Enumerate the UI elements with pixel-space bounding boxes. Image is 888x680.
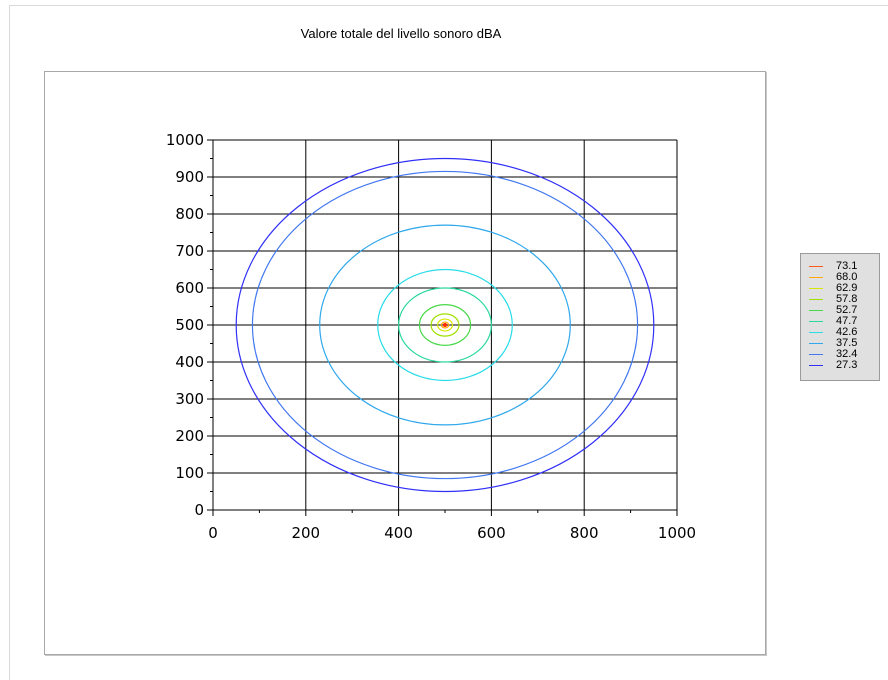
legend-item: 52.7 [801, 304, 879, 316]
contour-47.7 [398, 287, 493, 363]
x-tick-label: 600 [477, 524, 506, 542]
legend-swatch [809, 277, 823, 278]
legend-swatch [809, 288, 823, 289]
legend-item: 68.0 [801, 271, 879, 283]
legend-label: 37.5 [836, 337, 858, 349]
y-tick-label: 100 [175, 464, 204, 482]
x-tick-label: 800 [570, 524, 599, 542]
legend-item: 37.5 [801, 337, 879, 349]
plot-panel [44, 71, 766, 655]
legend-swatch [809, 343, 823, 344]
legend-item: 73.1 [801, 260, 879, 272]
x-tick-label: 1000 [658, 524, 696, 542]
contour-37.5 [319, 224, 571, 426]
contour-62.9 [436, 318, 454, 332]
y-tick-label: 900 [175, 168, 204, 186]
contour-68.0 [440, 321, 450, 329]
legend-label: 47.7 [836, 315, 858, 327]
source-point [443, 323, 447, 327]
contour-52.7 [418, 304, 472, 346]
y-tick-label: 700 [175, 242, 204, 260]
legend-swatch [809, 354, 823, 355]
legend-label: 68.0 [836, 271, 858, 283]
y-tick-label: 200 [175, 427, 204, 445]
contour-42.6 [377, 268, 513, 382]
y-tick-label: 400 [175, 353, 204, 371]
legend-label: 52.7 [836, 304, 858, 316]
legend-swatch [809, 332, 823, 333]
contour-57.8 [430, 313, 460, 337]
legend-label: 32.4 [836, 348, 858, 360]
y-tick-label: 600 [175, 279, 204, 297]
x-tick-label: 400 [384, 524, 413, 542]
y-tick-label: 500 [175, 316, 204, 334]
contour-32.4 [251, 170, 639, 480]
legend-label: 27.3 [836, 359, 858, 371]
legend-label: 42.6 [836, 326, 858, 338]
legend-item: 62.9 [801, 282, 879, 294]
axis-layer: 0 100 200 300 400 500 600 700 800 900 1000 0 200 400 6… [166, 131, 696, 542]
y-tick-label: 300 [175, 390, 204, 408]
legend-item: 57.8 [801, 293, 879, 305]
legend-item: 27.3 [801, 359, 879, 371]
legend-swatch [809, 310, 823, 311]
legend-item: 32.4 [801, 348, 879, 360]
legend-swatch [809, 365, 823, 366]
legend-label: 62.9 [836, 282, 858, 294]
x-tick-label: 0 [208, 524, 218, 542]
chart-title: Valore totale del livello sonoro dBA [300, 26, 502, 41]
y-tick-label: 800 [175, 205, 204, 223]
contour-layer [235, 157, 655, 493]
y-tick-label: 0 [194, 501, 204, 519]
legend-swatch [809, 321, 823, 322]
legend-swatch [809, 299, 823, 300]
x-tick-label: 200 [291, 524, 320, 542]
legend-label: 73.1 [836, 260, 858, 272]
grid-layer [213, 139, 678, 510]
legend-label: 57.8 [836, 293, 858, 305]
y-tick-label: 1000 [166, 131, 204, 149]
legend-item: 42.6 [801, 326, 879, 338]
legend-item: 47.7 [801, 315, 879, 327]
legend: 73.1 68.0 62.9 57.8 52.7 47.7 42.6 37.5 32.4 27.3 [800, 253, 880, 381]
contour-27.3 [235, 157, 655, 493]
legend-swatch [809, 266, 823, 267]
